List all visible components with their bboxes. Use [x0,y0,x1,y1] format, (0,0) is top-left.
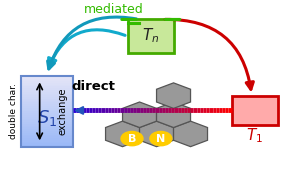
Bar [21,113,73,115]
Bar [21,133,73,135]
Polygon shape [157,102,191,128]
Bar [21,99,73,101]
Bar [21,79,73,81]
Bar [21,101,73,102]
Bar [21,102,73,104]
Text: N: N [156,134,166,144]
Bar [21,106,73,108]
Bar [21,118,73,120]
Bar [21,138,73,140]
Bar [21,117,73,119]
Bar [21,143,73,145]
Bar [21,95,73,97]
Bar [21,109,73,111]
Bar [21,86,73,88]
Text: direct: direct [71,80,115,93]
Bar [21,83,73,85]
Bar [21,129,73,131]
Bar [21,115,73,117]
Bar [21,77,73,79]
FancyBboxPatch shape [128,19,174,53]
Bar [21,125,73,127]
Bar [21,111,73,113]
Bar [21,120,73,122]
Bar [21,134,73,136]
Bar [21,136,73,138]
Bar [21,81,73,83]
Bar [21,92,73,94]
Bar [21,140,73,142]
Bar [21,90,73,92]
Polygon shape [106,121,139,147]
Bar [21,122,73,124]
Bar [21,93,73,95]
Text: $T_1$: $T_1$ [246,126,263,145]
Circle shape [150,132,172,146]
Bar [21,124,73,126]
Text: B: B [128,134,136,144]
Bar [21,131,73,133]
Bar [21,97,73,99]
Bar [21,88,73,90]
Bar [21,127,73,129]
Text: $S_1$: $S_1$ [37,108,57,128]
Bar [21,104,73,106]
FancyBboxPatch shape [232,96,278,125]
Text: mediated: mediated [84,3,143,16]
Polygon shape [157,83,191,108]
Bar [21,145,73,147]
Text: double char.: double char. [9,84,18,139]
Circle shape [121,132,143,146]
Bar [21,76,73,77]
Polygon shape [173,121,208,147]
Text: $T_n$: $T_n$ [142,26,160,45]
Bar [21,108,73,110]
Polygon shape [139,121,173,147]
Text: exchange: exchange [58,88,68,135]
Polygon shape [123,102,157,128]
Bar [21,84,73,86]
Bar [21,142,73,143]
Bar [21,76,73,147]
